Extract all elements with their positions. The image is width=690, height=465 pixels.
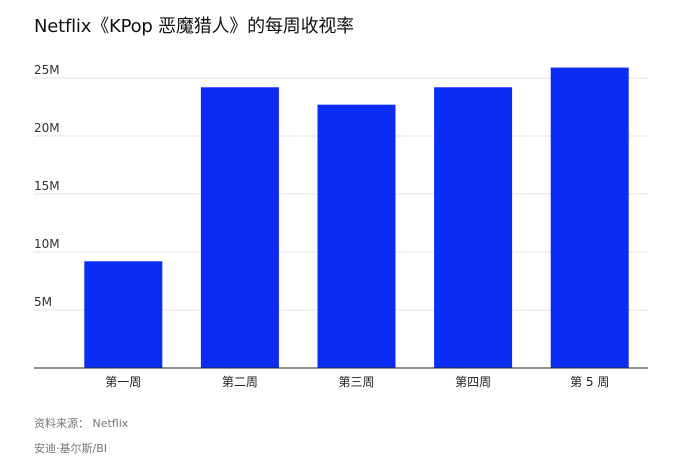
bar [317, 104, 396, 369]
bar [434, 87, 513, 368]
x-category-label: 第二周 [222, 375, 258, 389]
y-axis-ticks: 5M 10M 15M 20M 25M [34, 63, 60, 309]
chart-title: Netflix《KPop 恶魔猎人》的每周收视率 [34, 16, 354, 37]
x-category-label: 第三周 [338, 375, 374, 389]
bar [200, 87, 279, 368]
y-tick-label: 20M [34, 121, 60, 135]
x-axis-categories: 第一周 第二周 第三周 第四周 第 5 周 [105, 375, 609, 389]
credit-note: 安迪·基尔斯/BI [34, 442, 107, 455]
y-tick-label: 25M [34, 63, 60, 77]
bar [84, 261, 163, 368]
y-tick-label: 5M [34, 295, 52, 309]
y-tick-label: 10M [34, 237, 60, 251]
bar [550, 67, 629, 368]
x-category-label: 第一周 [105, 375, 141, 389]
bars [84, 67, 629, 369]
x-category-label: 第四周 [455, 375, 491, 389]
source-note: 资料来源： Netflix [34, 417, 129, 430]
y-tick-label: 15M [34, 179, 60, 193]
x-category-label: 第 5 周 [570, 375, 609, 389]
